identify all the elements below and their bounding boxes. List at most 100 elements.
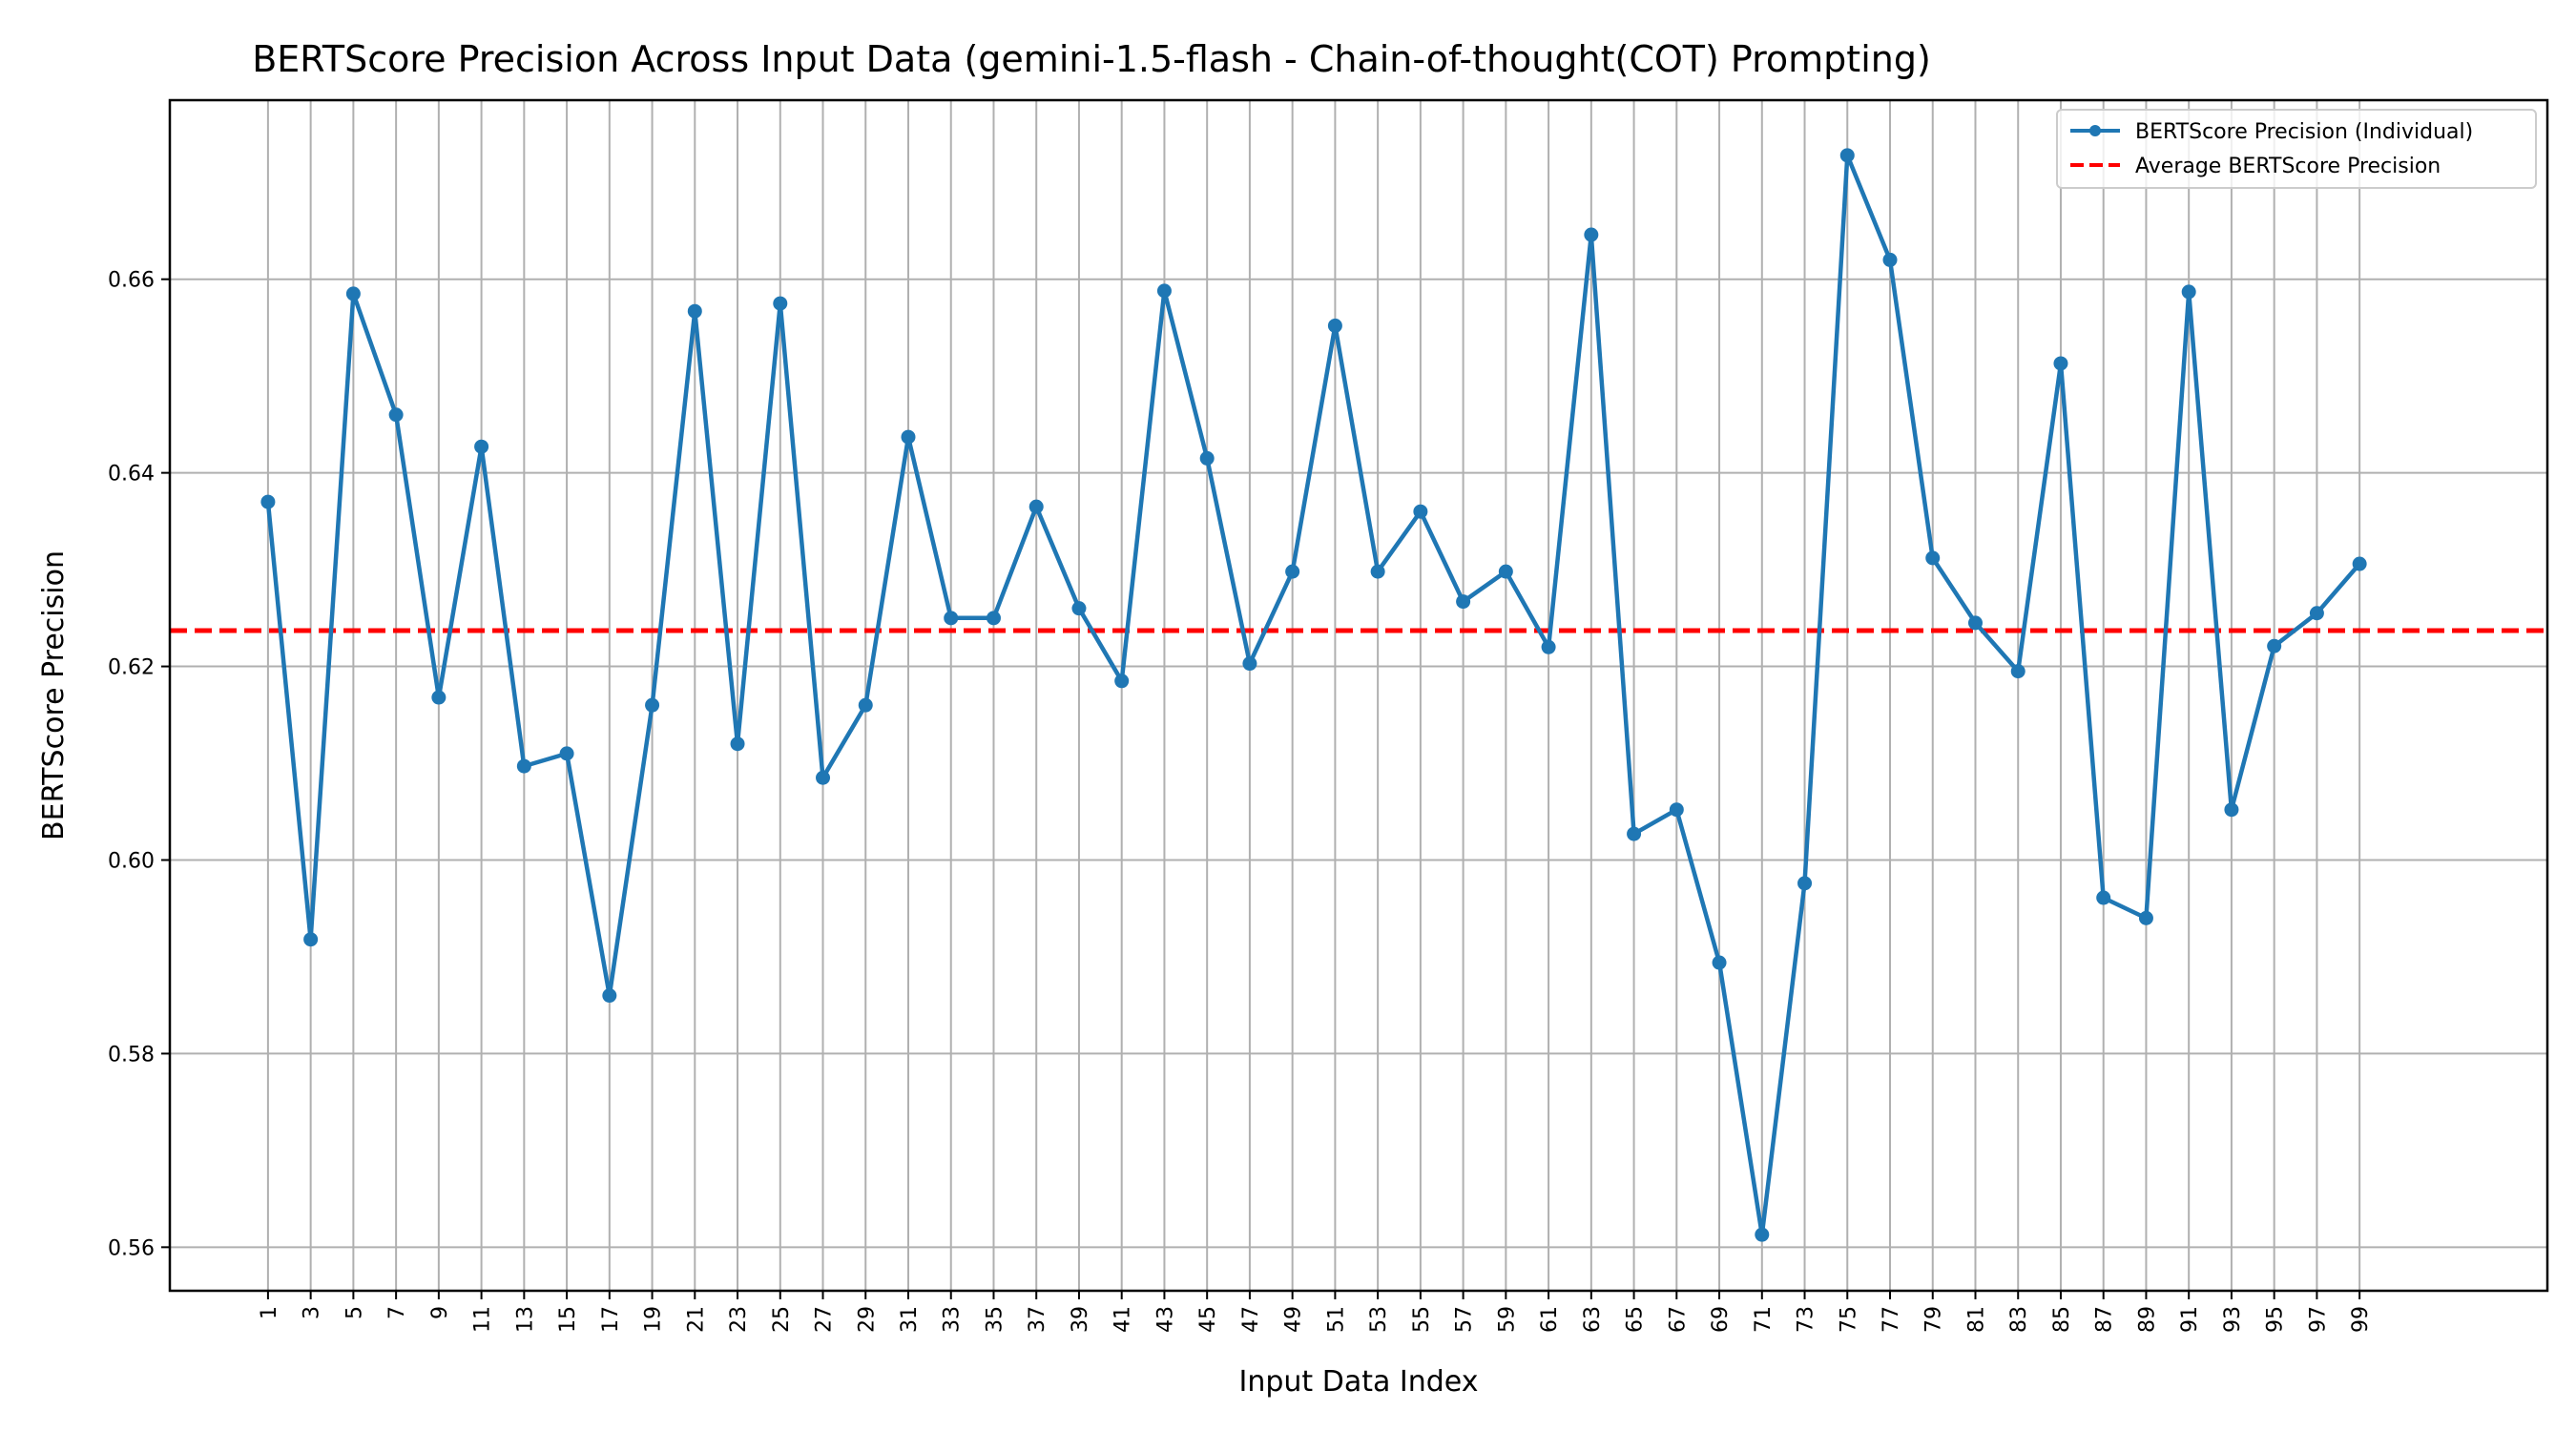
- data-point: [2010, 664, 2025, 679]
- data-point: [1456, 594, 1471, 610]
- x-axis-label: Input Data Index: [1239, 1365, 1479, 1399]
- x-tick-label: 93: [2221, 1306, 2245, 1333]
- data-point: [1071, 601, 1087, 616]
- data-point: [2267, 638, 2282, 653]
- x-tick-label: 11: [471, 1306, 495, 1333]
- data-point: [730, 736, 745, 752]
- x-tick-label: 15: [556, 1306, 580, 1333]
- data-point: [2352, 556, 2367, 571]
- y-tick-label: 0.66: [108, 269, 155, 293]
- data-point: [1797, 876, 1813, 891]
- data-point: [1413, 504, 1428, 519]
- data-point: [516, 758, 531, 774]
- x-tick-label: 61: [1538, 1306, 1562, 1333]
- x-tick-label: 19: [642, 1306, 666, 1333]
- data-point: [559, 746, 574, 761]
- x-tick-label: 35: [983, 1306, 1007, 1333]
- data-point: [858, 697, 873, 713]
- chart-title: BERTScore Precision Across Input Data (g…: [252, 38, 1931, 80]
- x-tick-label: 39: [1069, 1306, 1092, 1333]
- legend-series-marker: [2089, 125, 2101, 136]
- x-tick-label: 63: [1581, 1306, 1605, 1333]
- x-tick-label: 87: [2093, 1306, 2117, 1333]
- plot-frame: [168, 98, 2549, 1293]
- data-point: [1584, 227, 1599, 242]
- x-tick-label: 77: [1880, 1306, 1903, 1333]
- x-tick-label: 79: [1922, 1306, 1946, 1333]
- x-tick-label: 57: [1453, 1306, 1477, 1333]
- x-tick-label: 27: [813, 1306, 837, 1333]
- data-point: [2309, 606, 2324, 621]
- x-tick-label: 9: [428, 1306, 452, 1319]
- data-point: [602, 988, 617, 1004]
- y-tick-label: 0.62: [108, 656, 155, 680]
- x-tick-label: 43: [1153, 1306, 1177, 1333]
- data-point: [1541, 639, 1556, 654]
- data-point: [474, 439, 489, 454]
- x-tick-label: 65: [1624, 1306, 1648, 1333]
- data-point: [816, 770, 831, 785]
- x-tick-label: 31: [898, 1306, 922, 1333]
- data-point: [1627, 826, 1642, 841]
- x-tick-label: 81: [1964, 1306, 1988, 1333]
- series-line: [265, 153, 2361, 1237]
- data-point: [1925, 550, 1941, 566]
- x-tick-label: 23: [727, 1306, 751, 1333]
- data-point: [687, 303, 702, 319]
- legend-average-label: Average BERTScore Precision: [2135, 155, 2441, 178]
- grid-lines: [170, 100, 2547, 1291]
- data-point: [1712, 955, 1727, 970]
- data-point: [1498, 564, 1513, 579]
- x-tick-label: 91: [2178, 1306, 2202, 1333]
- data-point: [1156, 283, 1172, 299]
- x-tick-label: 53: [1367, 1306, 1391, 1333]
- x-tick-label: 83: [2007, 1306, 2031, 1333]
- x-tick-label: 85: [2050, 1306, 2074, 1333]
- legend-series-label: BERTScore Precision (Individual): [2135, 120, 2473, 144]
- data-point: [944, 611, 959, 626]
- x-tick-label: 97: [2306, 1306, 2330, 1333]
- x-tick-label: 67: [1666, 1306, 1690, 1333]
- y-tick-label: 0.64: [108, 463, 155, 487]
- data-point: [1370, 564, 1385, 579]
- x-tick-label: 21: [684, 1306, 708, 1333]
- x-tick-label: 59: [1495, 1306, 1519, 1333]
- data-point: [901, 429, 916, 445]
- legend-box: [2056, 109, 2537, 189]
- x-tick-label: 7: [385, 1306, 409, 1319]
- data-point: [2181, 284, 2196, 300]
- x-tick-label: 3: [301, 1306, 324, 1319]
- data-point: [303, 932, 319, 947]
- data-point: [2138, 910, 2153, 925]
- data-point: [2096, 890, 2111, 905]
- x-tick-label: 75: [1837, 1306, 1860, 1333]
- data-point: [1327, 318, 1342, 333]
- x-tick-label: 5: [343, 1306, 366, 1319]
- data-point: [1669, 802, 1684, 818]
- x-tick-label: 29: [855, 1306, 879, 1333]
- y-tick-label: 0.56: [108, 1236, 155, 1260]
- data-point: [1114, 674, 1130, 689]
- x-tick-label: 33: [941, 1306, 965, 1333]
- x-tick-label: 17: [599, 1306, 623, 1333]
- x-tick-label: 45: [1196, 1306, 1220, 1333]
- data-point: [986, 611, 1001, 626]
- x-tick-label: 73: [1795, 1306, 1818, 1333]
- data-point: [1242, 656, 1257, 672]
- data-point: [773, 296, 788, 311]
- x-tick-label: 47: [1239, 1306, 1263, 1333]
- data-point: [2224, 802, 2239, 818]
- data-point: [388, 407, 404, 423]
- x-tick-label: 1: [258, 1306, 281, 1319]
- x-tick-label: 37: [1026, 1306, 1049, 1333]
- x-tick-label: 55: [1410, 1306, 1434, 1333]
- data-point: [345, 286, 361, 301]
- data-series: [260, 148, 2367, 1242]
- data-point: [1967, 615, 1983, 631]
- x-tick-label: 51: [1324, 1306, 1348, 1333]
- x-tick-label: 99: [2349, 1306, 2373, 1333]
- x-tick-label: 89: [2135, 1306, 2159, 1333]
- x-tick-label: 49: [1282, 1306, 1306, 1333]
- data-point: [431, 690, 447, 705]
